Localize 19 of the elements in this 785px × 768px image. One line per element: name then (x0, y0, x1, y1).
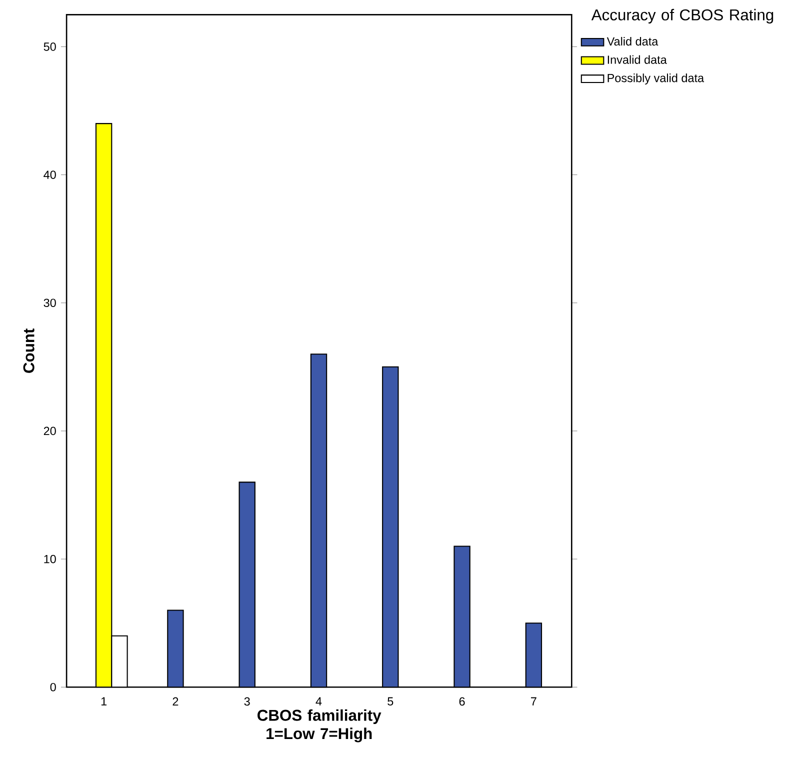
legend-label: Possibly valid data (608, 73, 704, 84)
x-tick-label: 2 (172, 697, 178, 706)
y-tick-label: 30 (44, 298, 56, 307)
y-tick-label: 10 (44, 554, 56, 564)
legend-title: Accuracy of CBOS Rating (591, 8, 774, 24)
x-tick-label: 3 (244, 697, 250, 706)
y-tick-label: 40 (44, 170, 56, 179)
x-axis-title: CBOS familiarity 1=Low 7=High (258, 709, 382, 742)
x-tick-label: 5 (388, 697, 394, 706)
y-tick-label: 50 (44, 42, 56, 51)
legend-label: Valid data (606, 36, 658, 46)
x-tick-label: 6 (459, 697, 465, 706)
x-tick-label: 4 (316, 697, 322, 706)
x-tick-label: 1 (101, 697, 107, 706)
legend-label: Invalid data (608, 55, 667, 64)
y-axis-title: Count (23, 328, 34, 373)
y-tick-label: 20 (44, 426, 56, 435)
y-tick-label: 0 (50, 682, 56, 692)
x-tick-label: 7 (531, 697, 536, 706)
